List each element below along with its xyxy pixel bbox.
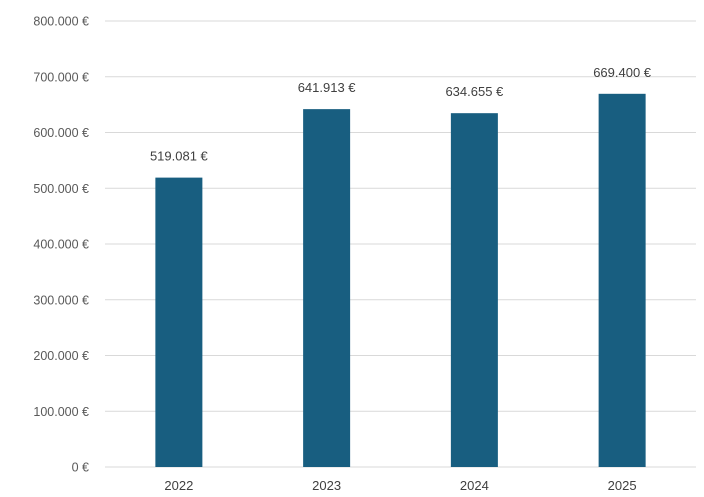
bars	[155, 93, 646, 468]
y-tick-label: 500.000 €	[33, 182, 89, 196]
data-label-2022: 519.081 €	[150, 149, 209, 164]
y-tick-label: 0 €	[72, 461, 89, 475]
y-tick-label: 800.000 €	[33, 15, 89, 29]
data-label-2023: 641.913 €	[298, 80, 357, 95]
data-labels: 519.081 € 641.913 € 634.655 € 669.400 €	[150, 65, 652, 164]
x-category-label-2023: 2023	[312, 478, 341, 493]
y-tick-label: 200.000 €	[33, 349, 89, 363]
bar-2022	[155, 177, 203, 467]
y-tick-label: 300.000 €	[33, 293, 89, 307]
y-axis-tick-labels: 0 € 100.000 € 200.000 € 300.000 € 400.000 € 5…	[33, 15, 89, 475]
x-axis-category-labels: 2022 2023 2024 2025	[164, 478, 636, 493]
x-category-label-2022: 2022	[164, 478, 193, 493]
bar-2025	[598, 93, 646, 467]
x-category-label-2024: 2024	[460, 478, 489, 493]
data-label-2025: 669.400 €	[593, 65, 652, 80]
bar-2024	[450, 113, 498, 467]
y-tick-label: 700.000 €	[33, 70, 89, 84]
data-label-2024: 634.655 €	[445, 84, 504, 99]
y-tick-label: 600.000 €	[33, 126, 89, 140]
x-category-label-2025: 2025	[608, 478, 637, 493]
y-tick-label: 400.000 €	[33, 238, 89, 252]
bar-2023	[303, 109, 351, 468]
y-tick-label: 100.000 €	[33, 405, 89, 419]
gridlines	[105, 20, 696, 468]
